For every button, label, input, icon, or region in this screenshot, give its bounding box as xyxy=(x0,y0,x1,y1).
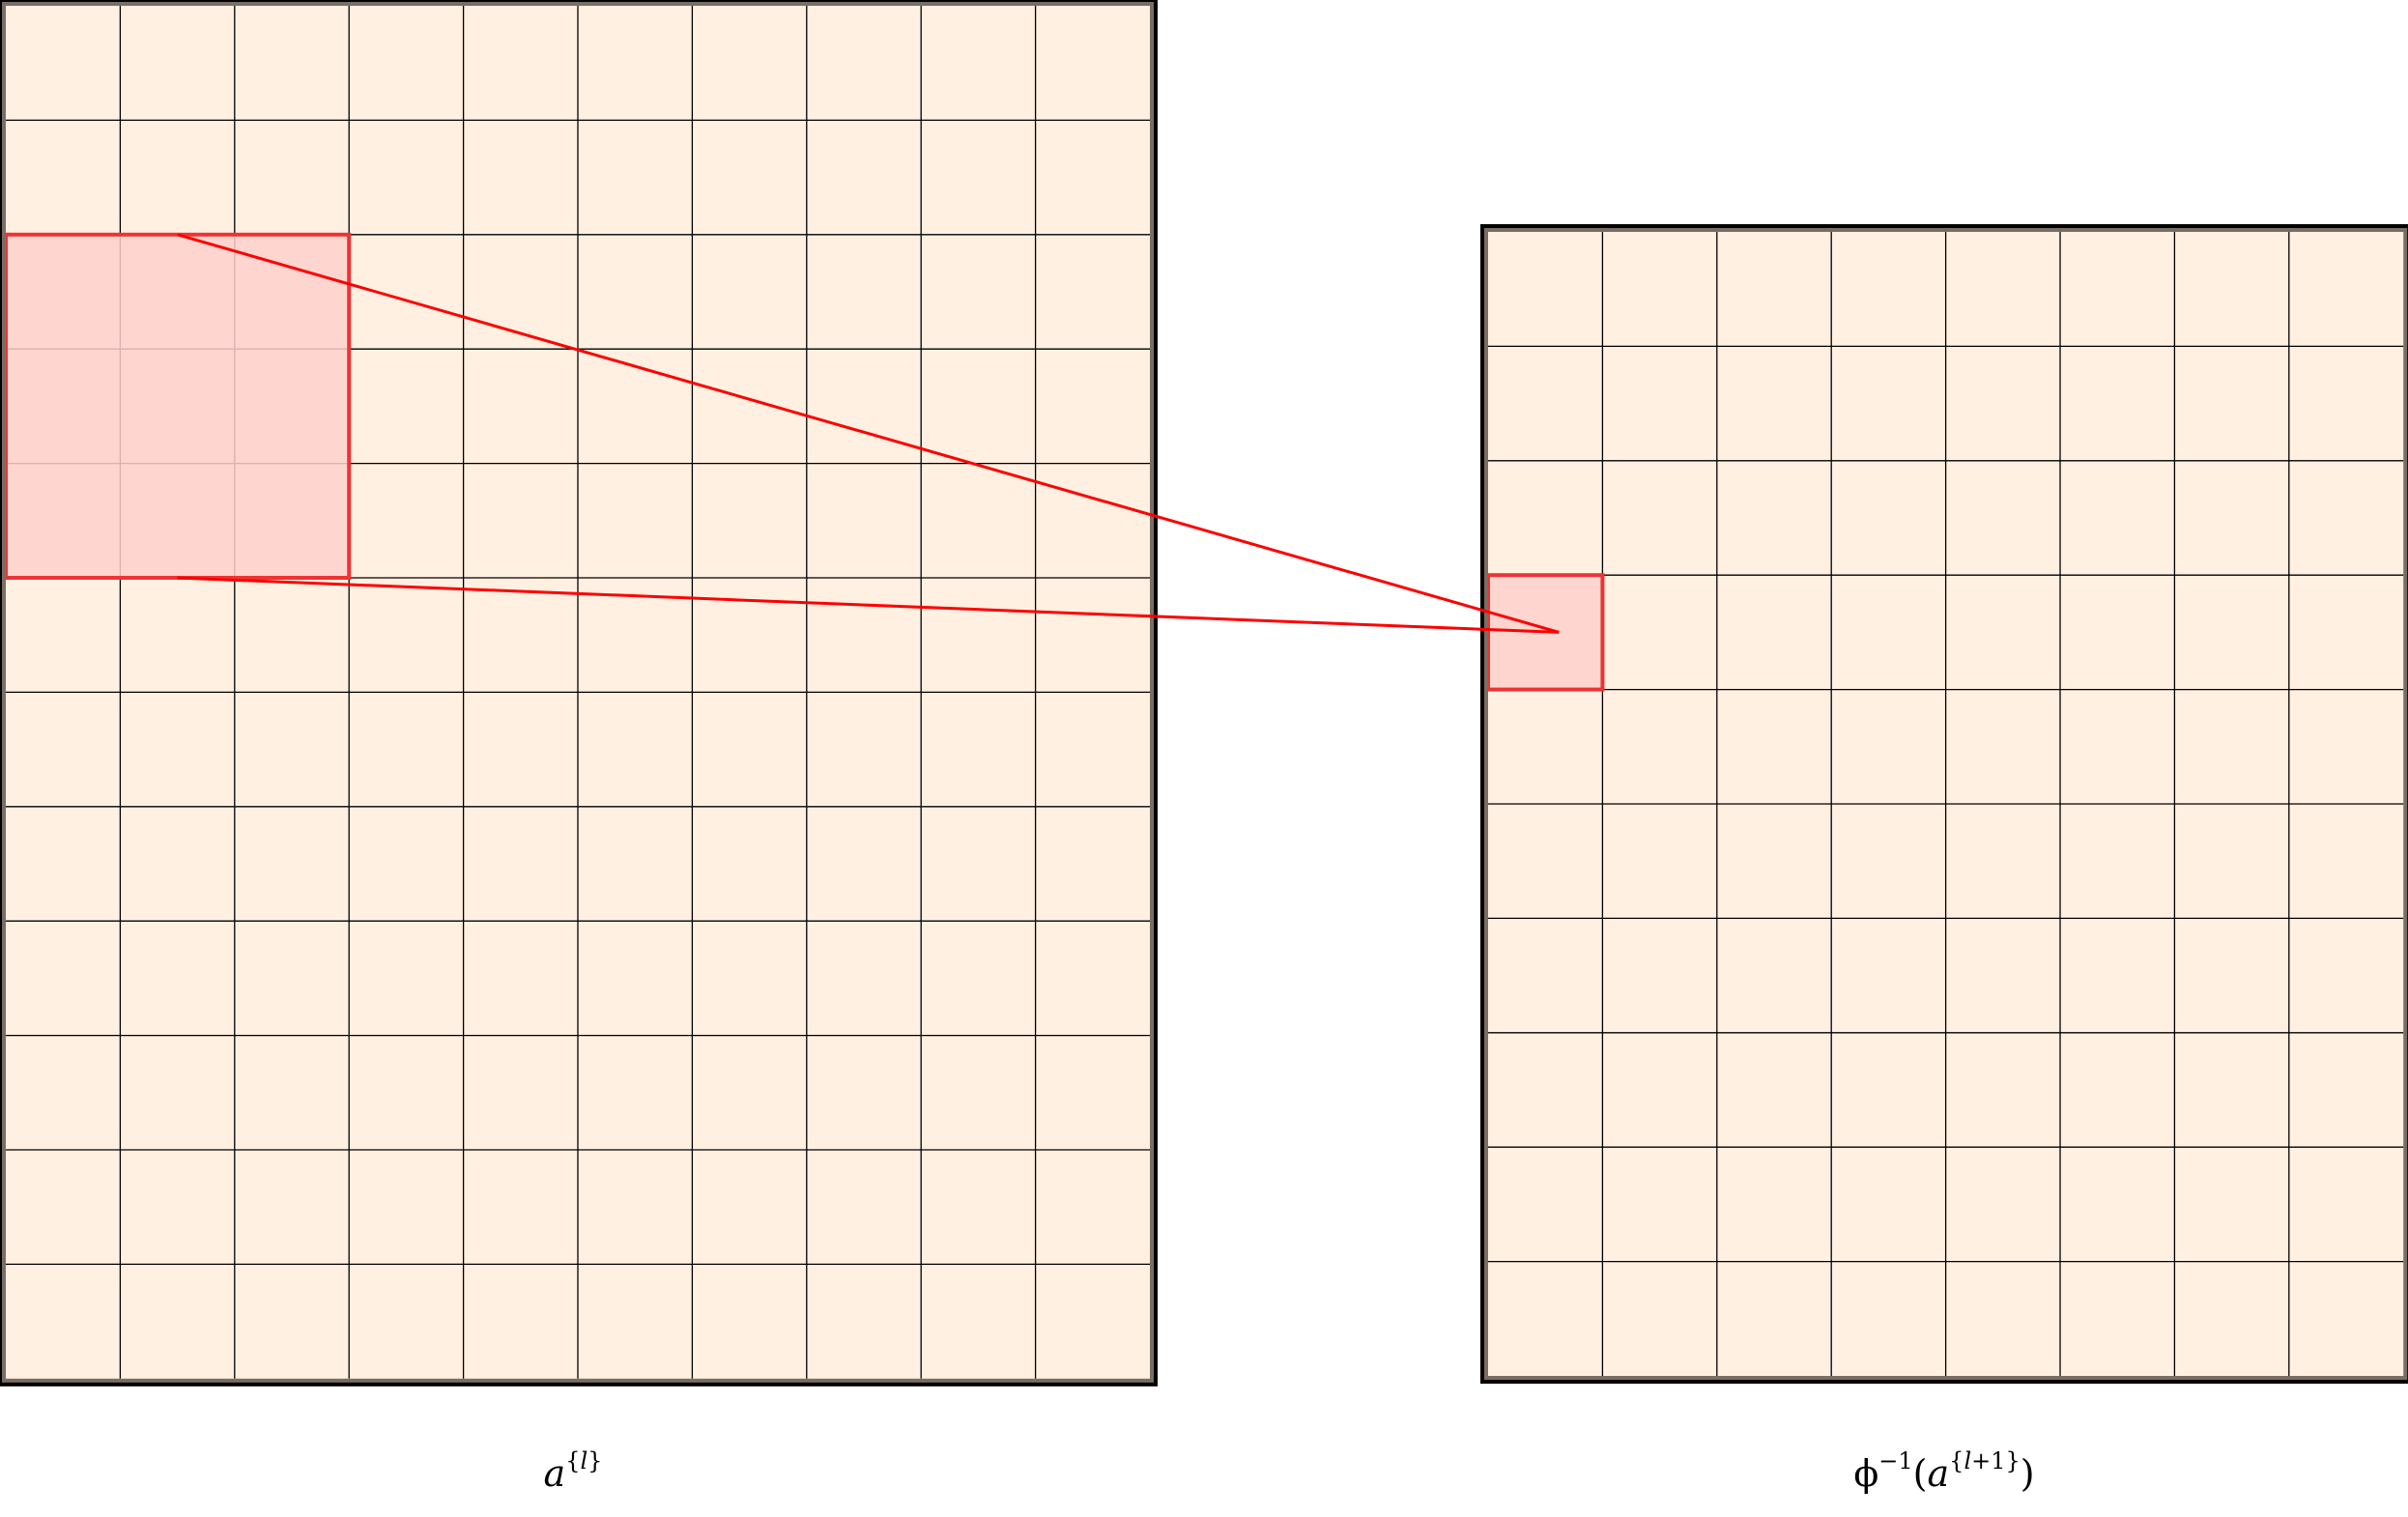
right-grid-label: ϕ−1(a{l+1}) xyxy=(1853,1447,2035,1495)
left-feature-map-grid xyxy=(0,0,1158,1387)
left-grid-highlight-region xyxy=(4,232,352,581)
connector-bottom-line xyxy=(177,576,1560,634)
receptive-field-connector xyxy=(177,233,1560,634)
right-grid-outer-border xyxy=(1480,224,2408,1384)
right-feature-map-grid xyxy=(1480,224,2408,1384)
left-grid-inner-border xyxy=(0,0,1156,1385)
left-grid-label: a{l} xyxy=(543,1447,603,1495)
right-grid-inner-border xyxy=(1482,226,2408,1382)
left-grid-outer-border xyxy=(0,0,1158,1387)
connector-top-line xyxy=(177,233,1560,634)
